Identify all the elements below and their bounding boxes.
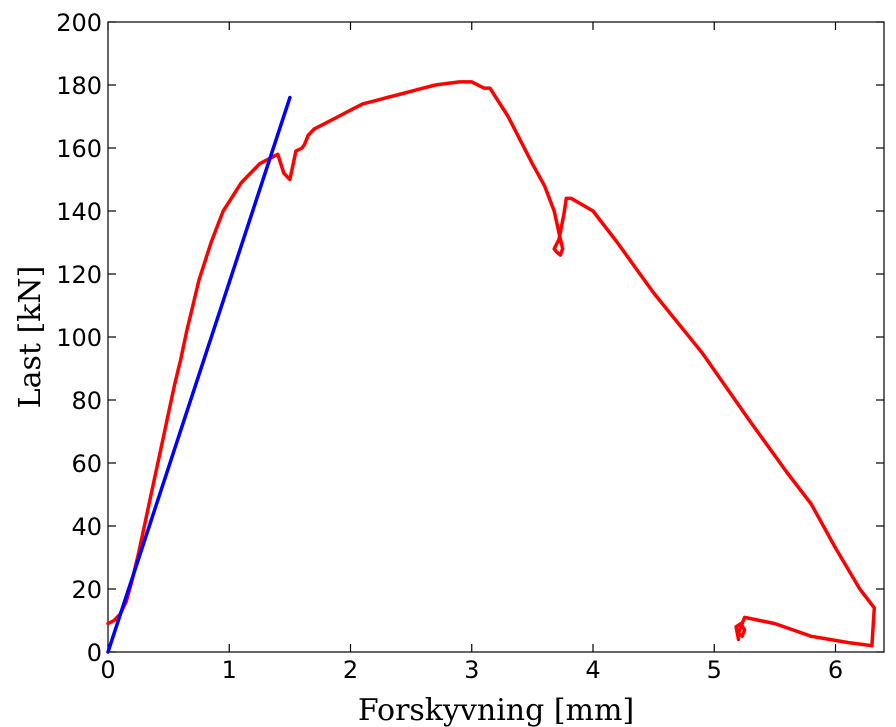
x-axis-label: Forskyvning [mm]	[358, 693, 634, 727]
y-tick-label: 160	[56, 135, 102, 163]
plot-frame	[107, 21, 885, 653]
axes-box	[107, 21, 885, 653]
series-line-red	[106, 80, 877, 648]
series-line-blue	[106, 95, 292, 654]
x-tick-label: 6	[828, 656, 843, 684]
y-tick-label: 200	[56, 9, 102, 37]
y-tick-label: 180	[56, 72, 102, 100]
ticks	[107, 21, 884, 653]
y-tick-label: 120	[56, 261, 102, 289]
y-axis-label: Last [kN]	[13, 266, 48, 409]
y-tick-label: 100	[56, 324, 102, 352]
y-tick-label: 40	[71, 513, 102, 541]
x-tick-label: 3	[464, 656, 479, 684]
x-tick-label: 1	[222, 656, 237, 684]
x-tick-label: 5	[707, 656, 722, 684]
x-tick-label: 2	[343, 656, 358, 684]
y-tick-label: 20	[71, 576, 102, 604]
y-tick-label: 140	[56, 198, 102, 226]
y-tick-label: 0	[87, 639, 102, 667]
y-tick-label: 60	[71, 450, 102, 478]
y-tick-label: 80	[71, 387, 102, 415]
series-layer	[106, 80, 877, 654]
x-tick-label: 0	[100, 656, 115, 684]
x-tick-label: 4	[585, 656, 600, 684]
